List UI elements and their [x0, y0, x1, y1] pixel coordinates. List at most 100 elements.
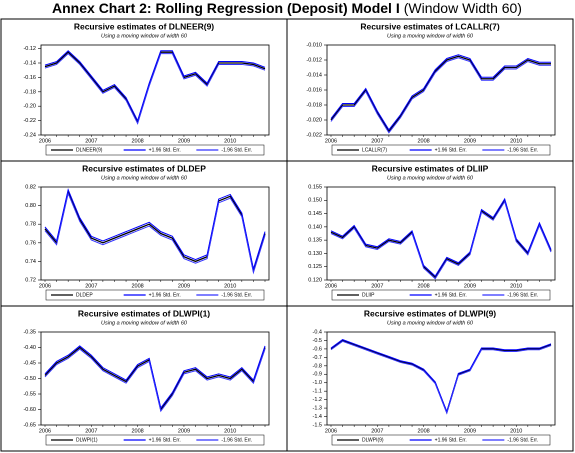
x-tick-label: 2009: [178, 428, 190, 434]
y-tick-label: 0.125: [308, 264, 322, 270]
y-tick-label: -1.5: [313, 422, 322, 428]
legend-label: -1.96 Std. Err.: [507, 437, 538, 443]
band-line: [330, 54, 551, 131]
y-tick-label: -0.016: [306, 87, 322, 93]
x-tick-label: 2008: [132, 428, 144, 434]
x-tick-label: 2008: [418, 428, 430, 434]
legend-box: [331, 434, 551, 446]
y-tick-label: -0.35: [23, 329, 36, 335]
band-line: [330, 197, 552, 277]
x-tick-label: 2010: [510, 283, 522, 289]
y-tick-label: 0.72: [25, 277, 36, 283]
y-tick-label: -1.4: [313, 414, 322, 420]
x-tick-label: 2010: [510, 428, 522, 434]
x-tick-label: 2006: [325, 428, 337, 434]
x-tick-label: 2007: [371, 283, 383, 289]
y-tick-label: -0.40: [23, 345, 36, 351]
band-line: [330, 200, 552, 280]
x-tick-label: 2007: [85, 428, 97, 434]
plot-frame: [40, 186, 270, 281]
legend-label: -1.96 Std. Err.: [507, 147, 538, 153]
y-tick-label: 0.135: [308, 238, 322, 244]
legend-label: +1.96 Std. Err.: [435, 292, 467, 298]
chart-title: Recursive estimates of DLNEER(9): [74, 21, 214, 31]
x-tick-label: 2009: [178, 283, 190, 289]
y-tick-label: 0.130: [308, 251, 322, 257]
plot-frame: [326, 331, 556, 426]
estimate-line: [330, 55, 551, 133]
y-tick-label: -1.0: [313, 380, 322, 386]
chart-title: Recursive estimates of DLDEP: [82, 163, 206, 173]
y-tick-label: -0.60: [23, 407, 36, 413]
band-line: [44, 50, 266, 122]
chart-subtitle: Using a moving window of width 60: [387, 320, 474, 326]
band-line: [330, 339, 552, 413]
x-tick-label: 2009: [464, 138, 476, 144]
chart-subtitle: Using a moving window of width 60: [101, 320, 188, 326]
y-tick-label: -0.18: [23, 89, 36, 95]
y-tick-label: -0.55: [23, 391, 36, 397]
y-tick-label: -1.2: [313, 397, 322, 403]
plot-frame: [326, 44, 556, 136]
band-line: [44, 191, 266, 275]
y-tick-label: 0.82: [25, 184, 36, 190]
x-tick-label: 2008: [418, 138, 430, 144]
x-tick-label: 2009: [464, 428, 476, 434]
y-tick-label: -0.45: [23, 360, 36, 366]
legend-label: +1.96 Std. Err.: [435, 437, 467, 443]
legend-label: -1.96 Std. Err.: [221, 147, 252, 153]
y-tick-label: -0.012: [306, 57, 322, 63]
legend-box: [331, 289, 551, 301]
y-tick-label: 0.78: [25, 222, 36, 228]
chart-subtitle: Using a moving window of width 60: [387, 175, 474, 181]
band-line: [44, 348, 266, 413]
x-tick-label: 2010: [510, 138, 522, 144]
y-tick-label: -0.010: [306, 42, 322, 48]
legend-label: -1.96 Std. Err.: [221, 437, 252, 443]
legend-box: [45, 289, 265, 301]
legend-label: +1.96 Std. Err.: [149, 437, 181, 443]
plot-frame: [40, 331, 270, 426]
x-tick-label: 2006: [39, 283, 51, 289]
y-tick-label: -0.22: [23, 118, 36, 124]
band-line: [330, 340, 552, 415]
y-tick-label: -0.6: [313, 346, 322, 352]
y-tick-label: 0.76: [25, 240, 36, 246]
y-tick-label: -0.7: [313, 355, 322, 361]
estimate-line: [44, 189, 266, 274]
x-tick-label: 2009: [464, 283, 476, 289]
y-tick-label: -0.20: [23, 104, 36, 110]
x-tick-label: 2008: [132, 283, 144, 289]
x-tick-label: 2010: [224, 138, 236, 144]
page-subtitle: (Window Width 60): [404, 0, 522, 16]
y-tick-label: -0.018: [306, 102, 322, 108]
band-line: [44, 52, 266, 125]
chart-title: Recursive estimates of DLWPI(1): [78, 308, 210, 318]
plot-frame: [326, 186, 556, 281]
x-tick-label: 2010: [224, 428, 236, 434]
band-line: [330, 57, 551, 134]
legend-label: -1.96 Std. Err.: [507, 292, 538, 298]
chart-subtitle: Using a moving window of width 60: [101, 175, 188, 181]
band-line: [44, 188, 266, 271]
y-tick-label: -1.1: [313, 389, 322, 395]
y-tick-label: -0.12: [23, 46, 36, 52]
legend-label: LCALLR(7): [362, 147, 387, 153]
chart-subtitle: Using a moving window of width 60: [101, 33, 188, 39]
legend-label: DLIIP: [362, 292, 375, 298]
chart-subtitle: Using a moving window of width 60: [387, 33, 474, 39]
legend-label: DLWPI(1): [76, 437, 98, 443]
y-tick-label: -0.24: [23, 132, 36, 138]
page-title: Annex Chart 2: Rolling Regression (Depos…: [52, 0, 400, 16]
y-tick-label: 0.120: [308, 277, 322, 283]
band-line: [44, 345, 266, 410]
x-tick-label: 2009: [178, 138, 190, 144]
chart-title: Recursive estimates of LCALLR(7): [360, 21, 500, 31]
chart-title: Recursive estimates of DLIIP: [372, 163, 489, 173]
x-tick-label: 2008: [132, 138, 144, 144]
x-tick-label: 2006: [39, 138, 51, 144]
y-tick-label: 0.80: [25, 203, 36, 209]
y-tick-label: 0.74: [25, 259, 36, 265]
x-tick-label: 2007: [85, 138, 97, 144]
